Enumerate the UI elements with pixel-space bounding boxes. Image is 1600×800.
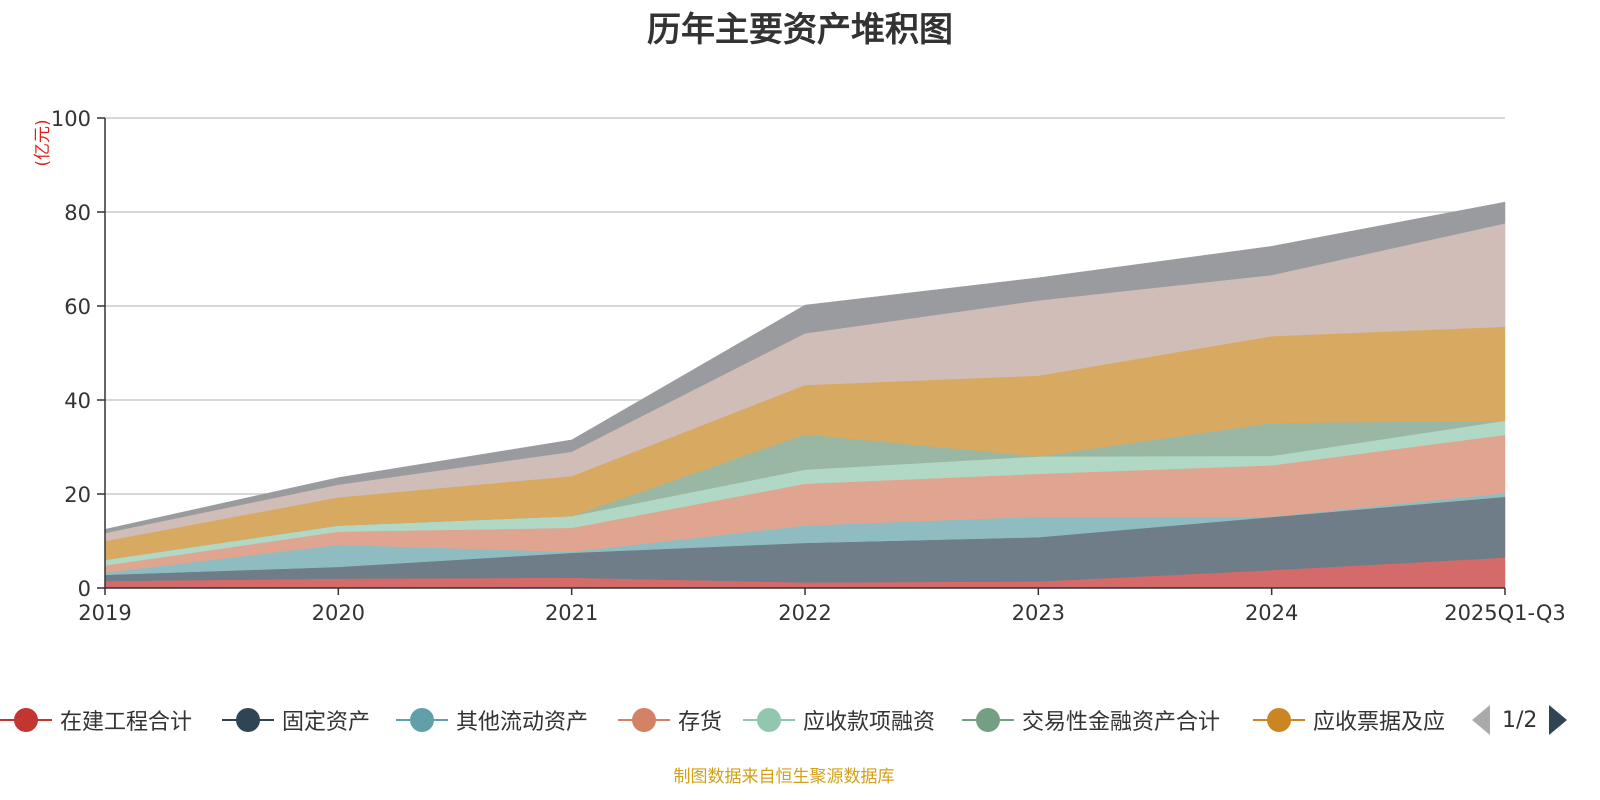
legend-page-indicator: 1/2: [1502, 707, 1538, 733]
y-tick-label: 40: [64, 389, 91, 413]
legend-item[interactable]: 应收款项融资: [743, 700, 935, 740]
y-tick-label: 80: [64, 201, 91, 225]
legend-label: 固定资产: [282, 710, 371, 735]
x-tick-label: 2023: [1012, 601, 1065, 625]
y-tick-label: 20: [64, 483, 91, 507]
legend: 在建工程合计 固定资产 其他流动资产 存货 应收款项融资 交易性金融资产合计 应收票据及应: [0, 700, 1600, 740]
legend-pager: 1/2: [1472, 700, 1568, 740]
legend-item[interactable]: 存货: [618, 700, 722, 740]
legend-label: 应收款项融资: [803, 710, 936, 735]
y-tick-label: 0: [78, 577, 91, 601]
legend-next-page-button[interactable]: [1549, 705, 1568, 735]
legend-label: 交易性金融资产合计: [1022, 710, 1221, 735]
legend-item[interactable]: 应收票据及应: [1253, 700, 1445, 740]
legend-marker-icon: [962, 705, 1014, 735]
plot-area: 0 20 40 60 80 100 2019 2020 2021 2022 2023 2024 2025…: [33, 107, 1566, 625]
y-axis-unit-label: (亿元): [33, 119, 53, 166]
legend-label: 存货: [678, 710, 723, 735]
legend-label: 在建工程合计: [60, 710, 193, 735]
legend-item[interactable]: 交易性金融资产合计: [962, 700, 1220, 740]
y-tick-label: 100: [51, 107, 91, 131]
legend-marker-icon: [618, 705, 670, 735]
axes: 0 20 40 60 80 100 2019 2020 2021 2022 2023 2024 2025…: [51, 107, 1566, 625]
legend-marker-icon: [396, 705, 448, 735]
x-tick-label: 2019: [78, 601, 131, 625]
legend-marker-icon: [0, 705, 52, 735]
stacked-areas: [104, 201, 1506, 589]
data-source-footer: 制图数据来自恒生聚源数据库: [673, 767, 895, 787]
x-tick-label: 2020: [312, 601, 365, 625]
x-tick-label: 2021: [545, 601, 598, 625]
legend-item[interactable]: 固定资产: [222, 700, 370, 740]
legend-label: 其他流动资产: [456, 710, 589, 735]
x-tick-label: 2025Q1-Q3: [1444, 601, 1566, 625]
y-tick-label: 60: [64, 295, 91, 319]
x-tick-label: 2022: [778, 601, 831, 625]
legend-item[interactable]: 在建工程合计: [0, 700, 192, 740]
legend-marker-icon: [1253, 705, 1305, 735]
legend-item[interactable]: 其他流动资产: [396, 700, 588, 740]
legend-marker-icon: [222, 705, 274, 735]
x-tick-label: 2024: [1245, 601, 1298, 625]
legend-label: 应收票据及应: [1313, 710, 1446, 735]
chart-title: 历年主要资产堆积图: [647, 10, 953, 50]
legend-prev-page-button[interactable]: [1472, 705, 1490, 735]
legend-marker-icon: [743, 705, 795, 735]
area-series: [104, 201, 1506, 534]
